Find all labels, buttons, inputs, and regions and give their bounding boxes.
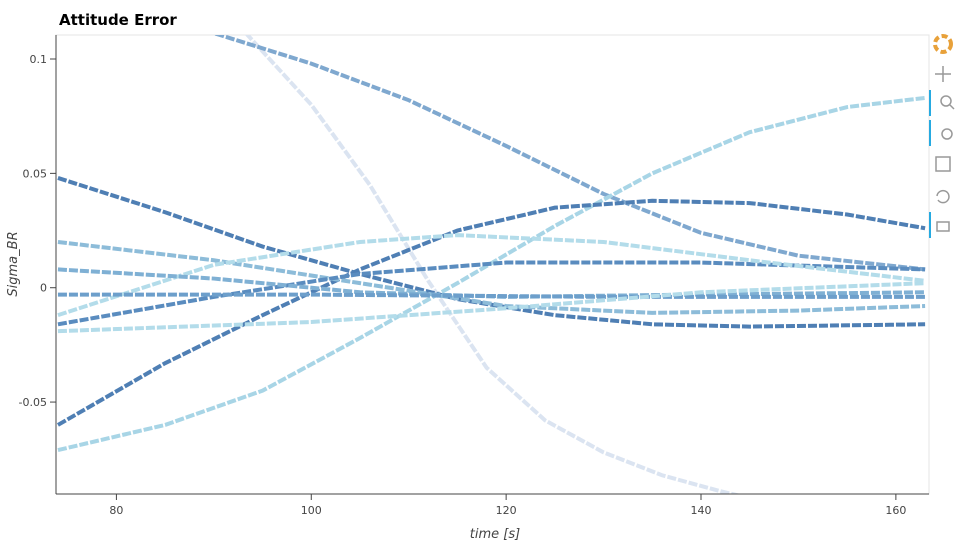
bokeh-logo[interactable] xyxy=(933,34,953,54)
pan-tool[interactable] xyxy=(935,66,951,82)
x-tick-label: 120 xyxy=(496,504,517,517)
series-line xyxy=(57,292,926,299)
y-tick-label: -0.05 xyxy=(19,396,47,409)
zoom-tool[interactable] xyxy=(940,95,952,107)
save-tool[interactable] xyxy=(935,156,951,172)
x-tick-label: 160 xyxy=(885,504,906,517)
y-tick-label: 0 xyxy=(40,282,47,295)
x-tick-label: 140 xyxy=(691,504,712,517)
y-axis-label: Sigma_BR xyxy=(6,231,21,296)
toolbar xyxy=(929,34,955,238)
series-line xyxy=(57,95,926,453)
series-line xyxy=(57,233,926,318)
y-tick-label: 0.1 xyxy=(30,53,48,66)
series-line xyxy=(57,176,926,329)
x-tick-label: 100 xyxy=(301,504,322,517)
series-line xyxy=(213,35,926,272)
series-line xyxy=(56,198,926,427)
x-tick-label: 80 xyxy=(109,504,123,517)
x-axis-label: time [s] xyxy=(470,527,520,542)
lines xyxy=(56,35,926,494)
series-line xyxy=(57,281,926,334)
y-tick-label: 0.05 xyxy=(23,167,48,180)
hover-tool[interactable] xyxy=(936,221,950,232)
series-line xyxy=(57,260,926,327)
wheel-zoom-tool[interactable] xyxy=(941,128,953,140)
chart-title: Attitude Error xyxy=(59,11,177,29)
reset-tool[interactable] xyxy=(936,189,950,204)
series-line xyxy=(57,239,926,315)
series-line xyxy=(244,35,741,494)
